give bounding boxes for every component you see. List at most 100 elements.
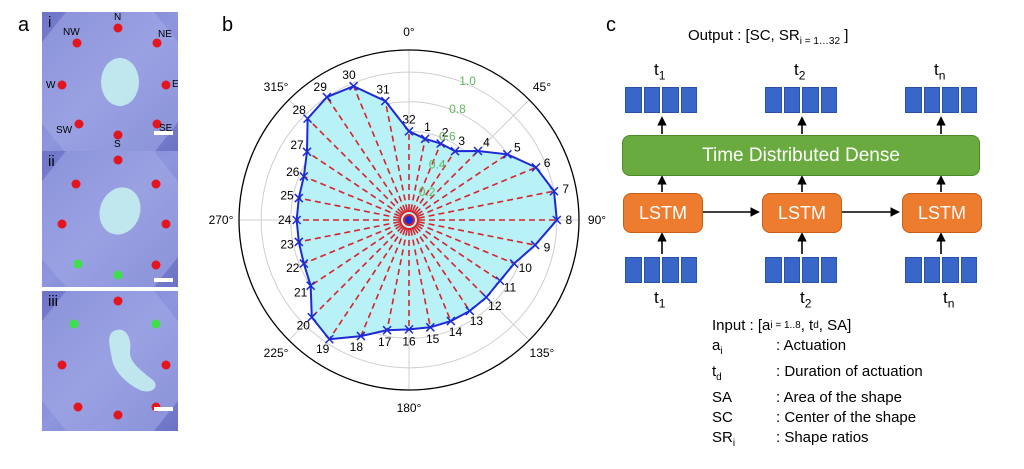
droplet-image-ii <box>42 151 178 287</box>
point-label: 9 <box>544 240 551 254</box>
radial-tick-label: 1.0 <box>459 74 476 88</box>
point-label: 7 <box>562 182 569 196</box>
data-spoke <box>408 219 515 265</box>
point-label: 29 <box>314 80 328 94</box>
data-spoke <box>408 219 536 246</box>
radial-tick-label: 0.8 <box>449 102 466 116</box>
point-label: 22 <box>286 261 300 275</box>
radial-tick-label: 0.2 <box>419 185 436 199</box>
legend-row-duration: td: Duration of actuation <box>712 363 923 383</box>
input-time-label-1: t1 <box>654 288 666 311</box>
data-spoke <box>384 100 410 221</box>
input-time-label-n: tn <box>943 288 955 311</box>
scale-bar <box>154 278 173 282</box>
label-w: W <box>46 80 56 91</box>
data-spoke <box>328 219 410 340</box>
point-label: 24 <box>278 213 292 227</box>
data-point <box>436 138 446 149</box>
output-vector-1 <box>625 87 697 113</box>
label-sw: SW <box>56 125 73 136</box>
data-point <box>404 324 414 334</box>
input-time-label-2: t2 <box>800 288 812 311</box>
point-label: 32 <box>402 112 416 126</box>
image-panel-ii: ii <box>42 151 178 287</box>
label-ne: NE <box>158 29 172 40</box>
scale-bar <box>154 407 173 411</box>
legend-row-center: SC: Center of the shape <box>712 409 917 426</box>
point-label: 2 <box>442 125 449 139</box>
point-label: 5 <box>514 141 521 155</box>
label-s: S <box>114 139 121 150</box>
point-label: 11 <box>504 280 517 294</box>
data-point <box>306 281 316 291</box>
data-spoke <box>326 96 410 221</box>
output-time-label-1: t1 <box>654 60 666 83</box>
angle-tick-label: 225° <box>264 346 289 360</box>
data-spoke <box>386 219 410 331</box>
angle-tick-label: 0° <box>403 25 415 39</box>
lstm-cell-1: LSTM <box>623 193 703 233</box>
data-markers <box>292 81 562 344</box>
data-point <box>552 215 562 225</box>
input-vector-1 <box>625 257 697 283</box>
point-label: 31 <box>376 82 390 96</box>
point-label: 8 <box>565 213 572 227</box>
panel-roman-ii: ii <box>48 153 55 170</box>
point-label: 15 <box>426 332 440 346</box>
data-spoke <box>408 150 479 221</box>
point-label: 13 <box>470 314 484 328</box>
data-spoke <box>408 190 555 221</box>
point-label: 19 <box>316 342 330 356</box>
point-label: 21 <box>294 285 308 299</box>
angle-tick-label: 45° <box>533 80 551 94</box>
point-label: 28 <box>292 103 306 117</box>
legend-row-shape-ratios: SRi: Shape ratios <box>712 429 869 449</box>
point-labels: 1 23 4 567891011121314151617181920212223242… <box>278 68 573 356</box>
data-spoke <box>408 219 432 328</box>
center-dot <box>405 216 413 224</box>
output-time-label-2: t2 <box>794 60 806 83</box>
data-point <box>465 306 475 316</box>
point-label: 16 <box>402 334 416 348</box>
data-spoke <box>408 219 471 312</box>
point-label: 1 <box>424 120 431 134</box>
data-spoke <box>303 175 410 221</box>
point-label: 14 <box>449 325 463 339</box>
data-point <box>299 171 309 181</box>
data-point <box>294 193 304 203</box>
point-label: 23 <box>280 237 294 251</box>
data-point <box>495 276 505 286</box>
output-vector-2 <box>765 87 837 113</box>
point-label: 27 <box>290 138 304 152</box>
output-time-label-n: tn <box>934 60 946 83</box>
lstm-cell-2: LSTM <box>762 193 842 233</box>
legend-row-actuation: ai: Actuation <box>712 337 847 357</box>
input-vector-2 <box>765 257 837 283</box>
output-vector-n <box>905 87 977 113</box>
data-point <box>292 215 302 225</box>
center-marker <box>399 210 419 230</box>
point-label: 30 <box>342 68 356 82</box>
data-point <box>294 237 304 247</box>
data-point <box>349 81 359 91</box>
data-spoke <box>408 138 426 221</box>
polar-chart: 1 23 4 567891011121314151617181920212223242… <box>209 25 607 415</box>
input-vector-n <box>905 257 977 283</box>
data-spoke <box>408 143 442 221</box>
data-spoke <box>307 118 410 221</box>
data-spokes <box>296 85 557 340</box>
data-point <box>404 126 414 136</box>
point-label: 10 <box>519 261 533 275</box>
label-n: N <box>114 12 122 23</box>
data-point <box>473 146 483 156</box>
angle-tick-label: 180° <box>397 401 422 415</box>
panel-roman-i: i <box>48 14 52 31</box>
data-point <box>425 322 435 332</box>
panel-c-letter: c <box>606 14 616 36</box>
data-spoke <box>408 219 487 298</box>
data-point <box>549 186 559 196</box>
data-point <box>530 240 540 250</box>
point-label: 18 <box>350 340 364 354</box>
data-point <box>322 92 332 102</box>
